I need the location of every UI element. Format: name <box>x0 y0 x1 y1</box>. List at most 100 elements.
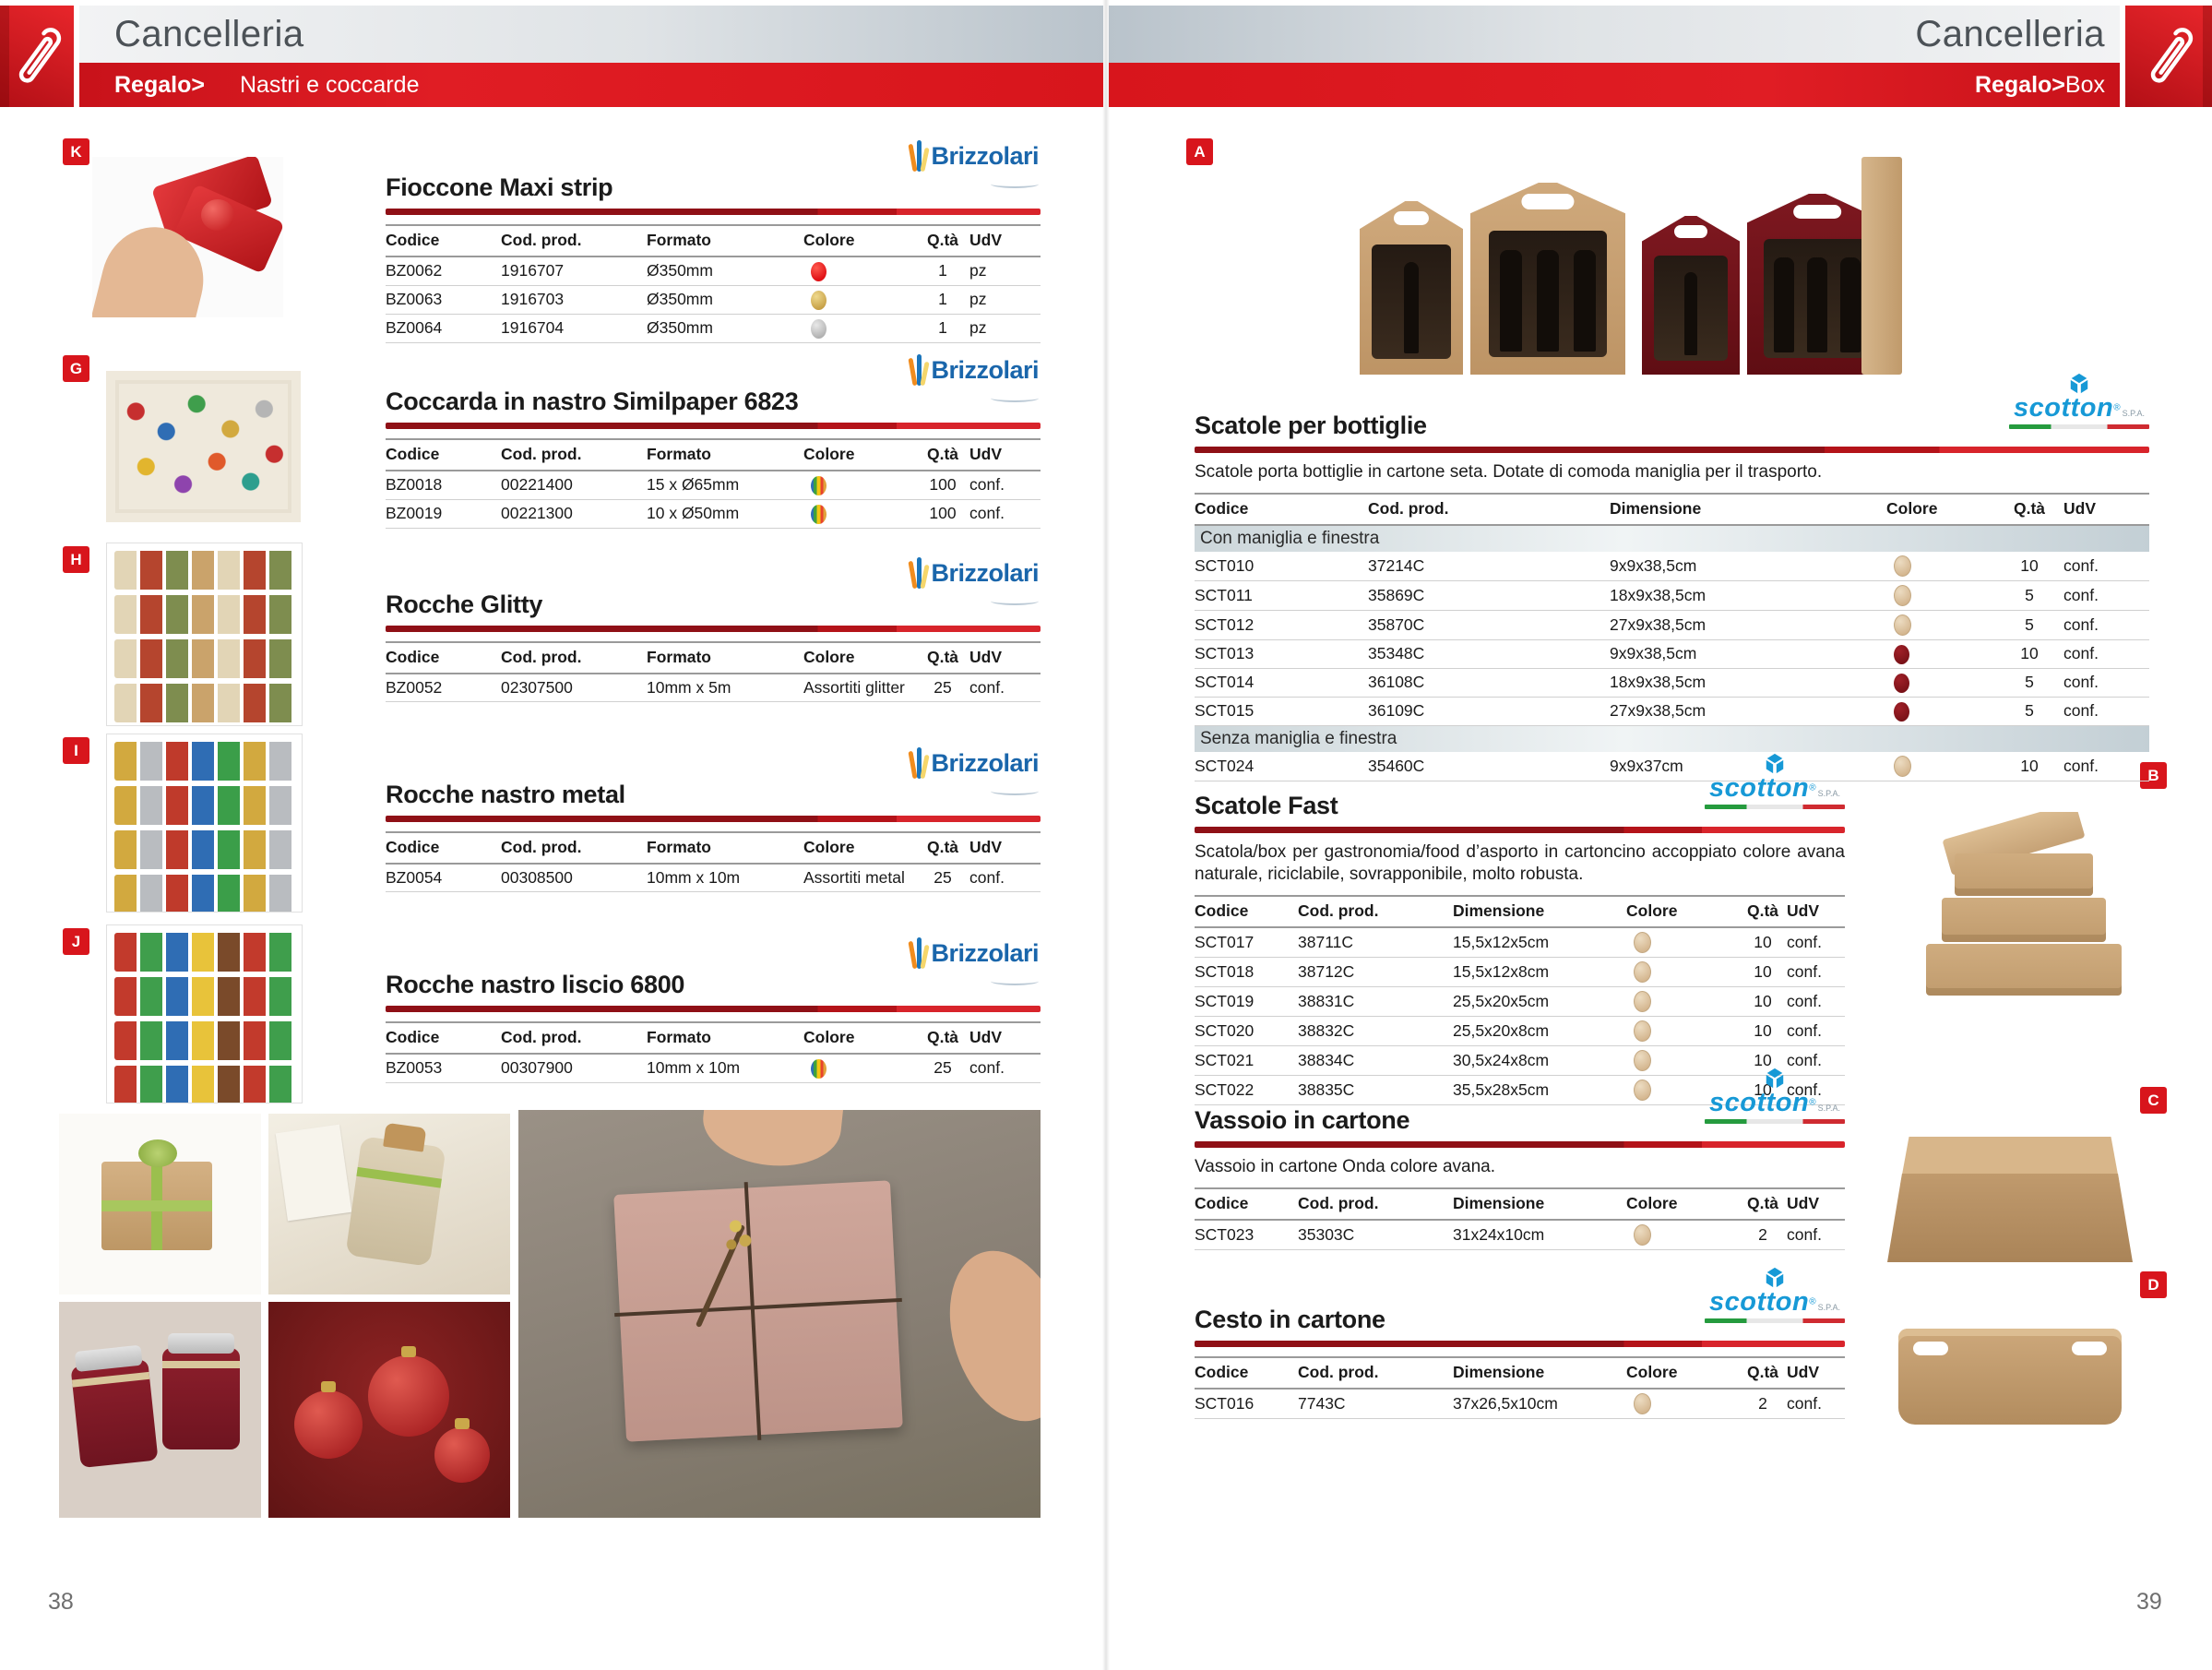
color-swatch-beige <box>1634 1393 1651 1414</box>
table-row: SCT017 38711C 15,5x12x5cm 10 conf. <box>1195 927 1845 958</box>
cell-colore <box>1886 610 1995 640</box>
cell-cod-prod: 38832C <box>1298 1016 1453 1046</box>
cell-cod-prod: 00221300 <box>501 499 647 529</box>
cell-cod-prod: 37214C <box>1368 552 1610 581</box>
cell-codice: SCT015 <box>1195 697 1368 726</box>
bottle-silhouette <box>1774 257 1794 353</box>
page-number-right: 39 <box>2136 1589 2162 1615</box>
product-table: Codice Cod. prod. Dimensione Colore Q.tà UdV … <box>1195 1187 1845 1250</box>
breadcrumb-band-right: Regalo>Box <box>1109 63 2120 107</box>
column-header: Cod. prod. <box>501 231 582 249</box>
cell-cod-prod: 1916703 <box>501 285 647 315</box>
column-header: Dimensione <box>1453 901 1545 920</box>
color-swatch-beige <box>1634 1050 1651 1071</box>
column-header: Formato <box>647 445 711 463</box>
registered-mark: ® <box>1809 1097 1816 1108</box>
column-header: Codice <box>1195 499 1249 518</box>
photo-gift-box-raffia <box>59 1114 261 1294</box>
section-description: Scatola/box per gastronomia/food d’aspor… <box>1195 842 1845 884</box>
cell-udv: conf. <box>2063 668 2149 698</box>
registered-mark: ® <box>1809 1296 1816 1307</box>
table-header-row: Codice Cod. prod. Formato Colore Q.tà UdV <box>386 642 1041 674</box>
cell-codice: SCT012 <box>1195 610 1368 640</box>
color-swatch-multi <box>811 504 827 524</box>
brizzolari-ribbon-icon <box>908 937 930 970</box>
table-row: BZ0053 00307900 10mm x 10m 25 conf. <box>386 1054 1041 1083</box>
brand-corner-left <box>0 6 74 107</box>
table-row: SCT015 36109C 27x9x38,5cm 5 conf. <box>1195 697 2149 726</box>
column-header: UdV <box>969 648 1002 666</box>
section-scatole-fast: scotton®S.P.A. Scatole Fast Scatola/box … <box>1195 753 1845 1105</box>
scotton-cube-icon <box>1766 1068 1784 1089</box>
cell-dimensione: 35,5x28x5cm <box>1453 1075 1626 1105</box>
cell-qta: 100 <box>916 499 969 529</box>
breadcrumb-category: Regalo> <box>114 72 205 98</box>
cell-colore <box>803 285 916 315</box>
photo-rocche-metal <box>106 734 303 913</box>
product-table: Codice Cod. prod. Dimensione Colore Q.tà UdV … <box>1195 895 1845 1105</box>
cell-codice: BZ0054 <box>386 864 501 892</box>
brizzolari-tagline-squiggle <box>991 180 1039 188</box>
table-row: SCT023 35303C 31x24x10cm 2 conf. <box>1195 1220 1845 1250</box>
column-header: Codice <box>1195 901 1249 920</box>
column-header: UdV <box>969 445 1002 463</box>
cell-dimensione: 25,5x20x8cm <box>1453 1016 1626 1046</box>
scotton-wordmark: scotton <box>1709 1088 1810 1117</box>
photo-star-bows-box <box>106 371 301 522</box>
cell-cod-prod: 35870C <box>1368 610 1610 640</box>
table-row: BZ0063 1916703 Ø350mm 1 pz <box>386 285 1041 315</box>
table-header-row: Codice Cod. prod. Formato Colore Q.tà UdV <box>386 832 1041 864</box>
column-header: Colore <box>803 445 855 463</box>
column-header: Colore <box>1626 901 1678 920</box>
photo-badge-h: H <box>63 546 89 573</box>
column-header: Codice <box>386 445 440 463</box>
section-rule <box>1195 827 1845 833</box>
section-fioccone-maxi-strip: Brizzolari Fioccone Maxi strip Codice Cod… <box>386 140 1041 343</box>
column-header: Colore <box>1626 1363 1678 1381</box>
color-swatch-beige <box>1634 1224 1651 1246</box>
column-header: UdV <box>969 231 1002 249</box>
column-header: Cod. prod. <box>501 648 582 666</box>
breadcrumb: Regalo>Box <box>1975 72 2105 98</box>
cell-colore <box>803 1054 916 1083</box>
table-row: BZ0018 00221400 15 x Ø65mm 100 conf. <box>386 471 1041 500</box>
cell-udv: conf. <box>1787 1220 1845 1250</box>
table-header-row: Codice Cod. prod. Formato Colore Q.tà UdV <box>386 225 1041 256</box>
color-swatch-multi <box>811 1058 827 1079</box>
page-number-left: 38 <box>48 1589 74 1615</box>
section-coccarda-similpaper: Brizzolari Coccarda in nastro Similpaper… <box>386 354 1041 529</box>
photo-badge-a: A <box>1186 138 1213 165</box>
cell-codice: SCT014 <box>1195 668 1368 698</box>
cell-dimensione: 27x9x38,5cm <box>1610 697 1886 726</box>
brizzolari-wordmark: Brizzolari <box>931 749 1039 777</box>
cell-colore <box>803 471 916 500</box>
photo-cardboard-tray <box>1880 1100 2140 1279</box>
table-header-row: Codice Cod. prod. Dimensione Colore Q.tà UdV <box>1195 896 1845 927</box>
section-title: Rocche nastro metal <box>386 781 625 808</box>
cell-colore <box>1886 668 1995 698</box>
photo-rocche-glitty <box>106 543 303 726</box>
cell-dimensione: 9x9x38,5cm <box>1610 552 1886 581</box>
column-header: Codice <box>1195 1194 1249 1212</box>
page-title: Cancelleria <box>114 14 304 54</box>
column-header: Cod. prod. <box>501 445 582 463</box>
page-spine-divider <box>1102 0 1110 1670</box>
column-header: Cod. prod. <box>1298 1363 1379 1381</box>
brizzolari-logo: Brizzolari <box>908 937 1039 985</box>
scotton-logo: scotton®S.P.A. <box>2009 373 2149 429</box>
scotton-wordmark: scotton <box>1709 773 1810 803</box>
registered-mark: ® <box>2113 402 2121 413</box>
section-rule <box>1195 447 2149 453</box>
column-header: Q.tà <box>926 648 959 666</box>
column-header: Colore <box>803 1028 855 1046</box>
scotton-spa-label: S.P.A. <box>1817 1103 1840 1113</box>
cell-qta: 5 <box>1995 580 2063 611</box>
table-row: SCT014 36108C 18x9x38,5cm 5 conf. <box>1195 668 2149 698</box>
cell-colore <box>1886 552 1995 581</box>
product-table: Codice Cod. prod. Dimensione Colore Q.tà UdV … <box>1195 493 2149 781</box>
bottle-silhouette <box>1683 272 1698 355</box>
cell-qta: 100 <box>916 471 969 500</box>
page-title-band-left: Cancelleria <box>79 6 1103 63</box>
scotton-cube-icon <box>2070 373 2088 394</box>
section-vassoio-in-cartone: scotton®S.P.A. Vassoio in cartone Vassoi… <box>1195 1068 1845 1250</box>
